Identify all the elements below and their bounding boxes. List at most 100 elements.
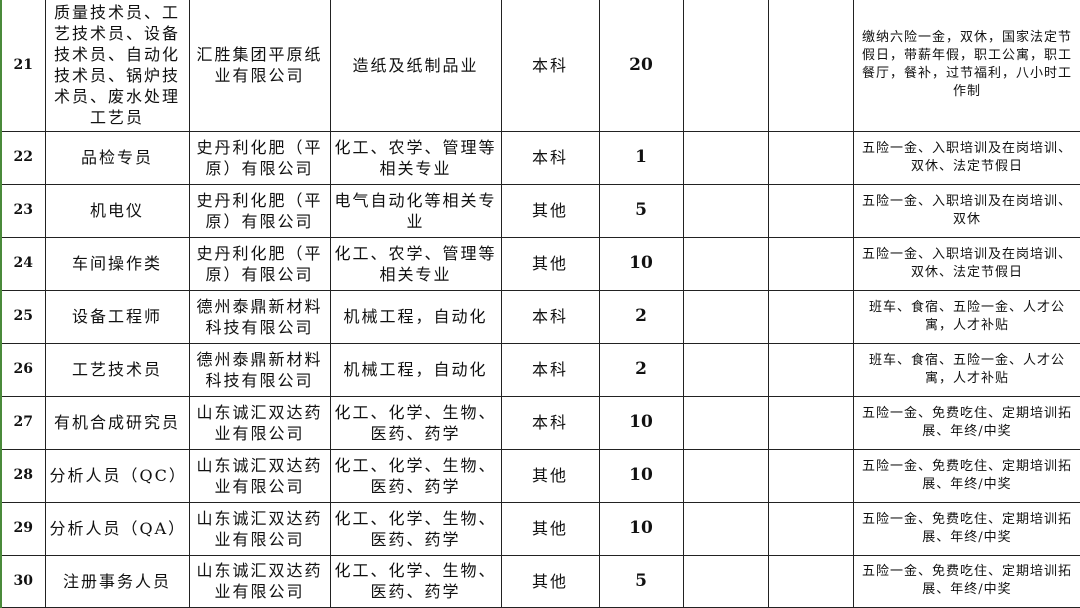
empty-cell — [682, 342, 769, 397]
education: 本科 — [500, 395, 600, 450]
empty-cell — [767, 554, 854, 608]
education: 本科 — [500, 130, 600, 185]
row-index: 21 — [0, 0, 46, 132]
benefits: 五险一金、入职培训及在岗培训、双休、法定节假日 — [852, 236, 1080, 291]
education: 本科 — [500, 0, 600, 132]
major: 化工、农学、管理等相关专业 — [329, 130, 502, 185]
company: 山东诚汇双达药业有限公司 — [188, 448, 331, 503]
headcount: 1 — [598, 130, 684, 185]
benefits: 五险一金、免费吃住、定期培训拓展、年终/中奖 — [852, 554, 1080, 608]
empty-cell — [682, 395, 769, 450]
empty-cell — [682, 448, 769, 503]
empty-cell — [682, 0, 769, 132]
position: 注册事务人员 — [44, 554, 190, 608]
benefits: 五险一金、免费吃住、定期培训拓展、年终/中奖 — [852, 395, 1080, 450]
position: 分析人员（QC） — [44, 448, 190, 503]
position: 工艺技术员 — [44, 342, 190, 397]
table-row: 23 机电仪 史丹利化肥（平原）有限公司 电气自动化等相关专业 其他 5 五险一金、入职培训… — [0, 183, 1080, 238]
empty-cell — [767, 183, 854, 238]
empty-cell — [682, 236, 769, 291]
company: 史丹利化肥（平原）有限公司 — [188, 183, 331, 238]
headcount: 20 — [598, 0, 684, 132]
empty-cell — [767, 130, 854, 185]
empty-cell — [682, 554, 769, 608]
empty-cell — [682, 501, 769, 556]
benefits: 五险一金、入职培训及在岗培训、双休、法定节假日 — [852, 130, 1080, 185]
row-index: 22 — [0, 130, 46, 185]
company: 山东诚汇双达药业有限公司 — [188, 395, 331, 450]
company: 山东诚汇双达药业有限公司 — [188, 554, 331, 608]
major: 化工、化学、生物、医药、药学 — [329, 501, 502, 556]
row-index: 27 — [0, 395, 46, 450]
headcount: 10 — [598, 501, 684, 556]
headcount: 2 — [598, 289, 684, 344]
table-row: 27 有机合成研究员 山东诚汇双达药业有限公司 化工、化学、生物、医药、药学 本科 10 五… — [0, 395, 1080, 450]
benefits: 五险一金、免费吃住、定期培训拓展、年终/中奖 — [852, 448, 1080, 503]
position: 车间操作类 — [44, 236, 190, 291]
empty-cell — [767, 0, 854, 132]
empty-cell — [682, 130, 769, 185]
benefits: 班车、食宿、五险一金、人才公寓，人才补贴 — [852, 289, 1080, 344]
position: 机电仪 — [44, 183, 190, 238]
empty-cell — [767, 501, 854, 556]
major: 化工、农学、管理等相关专业 — [329, 236, 502, 291]
major: 电气自动化等相关专业 — [329, 183, 502, 238]
benefits: 缴纳六险一金，双休，国家法定节假日，带薪年假，职工公寓，职工餐厅，餐补，过节福利… — [852, 0, 1080, 132]
major: 机械工程，自动化 — [329, 342, 502, 397]
major: 化工、化学、生物、医药、药学 — [329, 395, 502, 450]
table-row: 24 车间操作类 史丹利化肥（平原）有限公司 化工、农学、管理等相关专业 其他 10 五险一… — [0, 236, 1080, 291]
table-row: 25 设备工程师 德州泰鼎新材料科技有限公司 机械工程，自动化 本科 2 班车、食宿、五险一… — [0, 289, 1080, 344]
headcount: 10 — [598, 236, 684, 291]
headcount: 5 — [598, 183, 684, 238]
row-index: 25 — [0, 289, 46, 344]
major: 化工、化学、生物、医药、药学 — [329, 554, 502, 608]
table-row: 26 工艺技术员 德州泰鼎新材料科技有限公司 机械工程，自动化 本科 2 班车、食宿、五险一… — [0, 342, 1080, 397]
major: 机械工程，自动化 — [329, 289, 502, 344]
table-row: 21 质量技术员、工艺技术员、设备技术员、自动化技术员、锅炉技术员、废水处理工艺员… — [0, 0, 1080, 132]
table-row: 30 注册事务人员 山东诚汇双达药业有限公司 化工、化学、生物、医药、药学 其他 5 五险一… — [0, 554, 1080, 608]
row-index: 24 — [0, 236, 46, 291]
company: 史丹利化肥（平原）有限公司 — [188, 236, 331, 291]
position: 品检专员 — [44, 130, 190, 185]
empty-cell — [767, 289, 854, 344]
row-index: 28 — [0, 448, 46, 503]
company: 德州泰鼎新材料科技有限公司 — [188, 342, 331, 397]
education: 其他 — [500, 554, 600, 608]
empty-cell — [767, 342, 854, 397]
benefits: 五险一金、入职培训及在岗培训、双休 — [852, 183, 1080, 238]
education: 本科 — [500, 342, 600, 397]
row-index: 26 — [0, 342, 46, 397]
position: 分析人员（QA） — [44, 501, 190, 556]
education: 本科 — [500, 289, 600, 344]
education: 其他 — [500, 501, 600, 556]
company: 汇胜集团平原纸业有限公司 — [188, 0, 331, 132]
company: 史丹利化肥（平原）有限公司 — [188, 130, 331, 185]
education: 其他 — [500, 236, 600, 291]
company: 山东诚汇双达药业有限公司 — [188, 501, 331, 556]
table-row: 29 分析人员（QA） 山东诚汇双达药业有限公司 化工、化学、生物、医药、药学 其他 10… — [0, 501, 1080, 556]
position: 质量技术员、工艺技术员、设备技术员、自动化技术员、锅炉技术员、废水处理工艺员 — [44, 0, 190, 132]
empty-cell — [767, 448, 854, 503]
empty-cell — [682, 289, 769, 344]
empty-cell — [767, 395, 854, 450]
empty-cell — [767, 236, 854, 291]
major: 化工、化学、生物、医药、药学 — [329, 448, 502, 503]
headcount: 5 — [598, 554, 684, 608]
row-index: 23 — [0, 183, 46, 238]
benefits: 五险一金、免费吃住、定期培训拓展、年终/中奖 — [852, 501, 1080, 556]
position: 设备工程师 — [44, 289, 190, 344]
education: 其他 — [500, 448, 600, 503]
major: 造纸及纸制品业 — [329, 0, 502, 132]
table-row: 22 品检专员 史丹利化肥（平原）有限公司 化工、农学、管理等相关专业 本科 1 五险一金、… — [0, 130, 1080, 185]
headcount: 2 — [598, 342, 684, 397]
benefits: 班车、食宿、五险一金、人才公寓，人才补贴 — [852, 342, 1080, 397]
row-index: 29 — [0, 501, 46, 556]
company: 德州泰鼎新材料科技有限公司 — [188, 289, 331, 344]
row-index: 30 — [0, 554, 46, 608]
education: 其他 — [500, 183, 600, 238]
headcount: 10 — [598, 395, 684, 450]
headcount: 10 — [598, 448, 684, 503]
